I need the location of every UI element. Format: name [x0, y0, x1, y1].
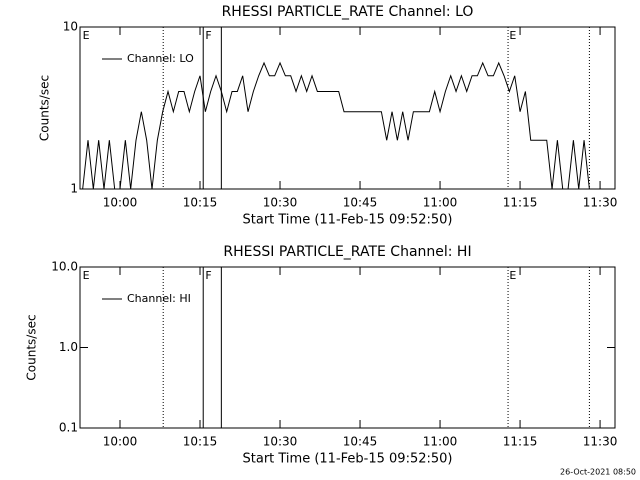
y-tick-label: 10 — [63, 20, 78, 34]
y-axis-label: Counts/sec — [38, 75, 52, 141]
x-tick-label: 10:45 — [343, 435, 378, 449]
x-tick-label: 10:00 — [103, 196, 138, 210]
x-tick-label: 11:15 — [503, 196, 538, 210]
flag-label: E — [509, 29, 516, 42]
legend-label: Channel: LO — [127, 52, 194, 65]
plot-frame — [79, 26, 616, 190]
flag-label: E — [509, 269, 516, 282]
x-tick-label: 10:30 — [263, 196, 298, 210]
flag-label: E — [83, 29, 90, 42]
x-tick-label: 11:15 — [503, 435, 538, 449]
x-tick-label: 10:45 — [343, 196, 378, 210]
x-axis-label: Start Time (11-Feb-15 09:52:50) — [243, 452, 453, 467]
x-tick-label: 10:15 — [183, 435, 218, 449]
y-tick-label: 0.1 — [59, 421, 78, 435]
flag-label: F — [205, 29, 211, 42]
x-tick-label: 10:30 — [263, 435, 298, 449]
x-tick-label: 11:00 — [423, 435, 458, 449]
chart-title: RHESSI PARTICLE_RATE Channel: LO — [222, 4, 474, 20]
x-tick-label: 10:00 — [103, 435, 138, 449]
y-tick-label: 10.0 — [51, 260, 78, 274]
x-tick-label: 11:30 — [583, 196, 618, 210]
x-tick-label: 11:00 — [423, 196, 458, 210]
footer: 26-Oct-2021 08:50 — [560, 468, 636, 477]
x-tick-label: 10:15 — [183, 196, 218, 210]
y-tick-label: 1.0 — [59, 340, 78, 354]
flag-label: E — [83, 269, 90, 282]
flag-label: F — [205, 269, 211, 282]
x-tick-label: 11:30 — [583, 435, 618, 449]
legend-label: Channel: HI — [127, 292, 191, 305]
y-axis-label: Counts/sec — [25, 314, 39, 380]
x-axis-label: Start Time (11-Feb-15 09:52:50) — [243, 213, 453, 228]
data-line — [82, 61, 590, 190]
chart-title: RHESSI PARTICLE_RATE Channel: HI — [223, 244, 471, 260]
y-tick-label: 1 — [70, 182, 78, 196]
